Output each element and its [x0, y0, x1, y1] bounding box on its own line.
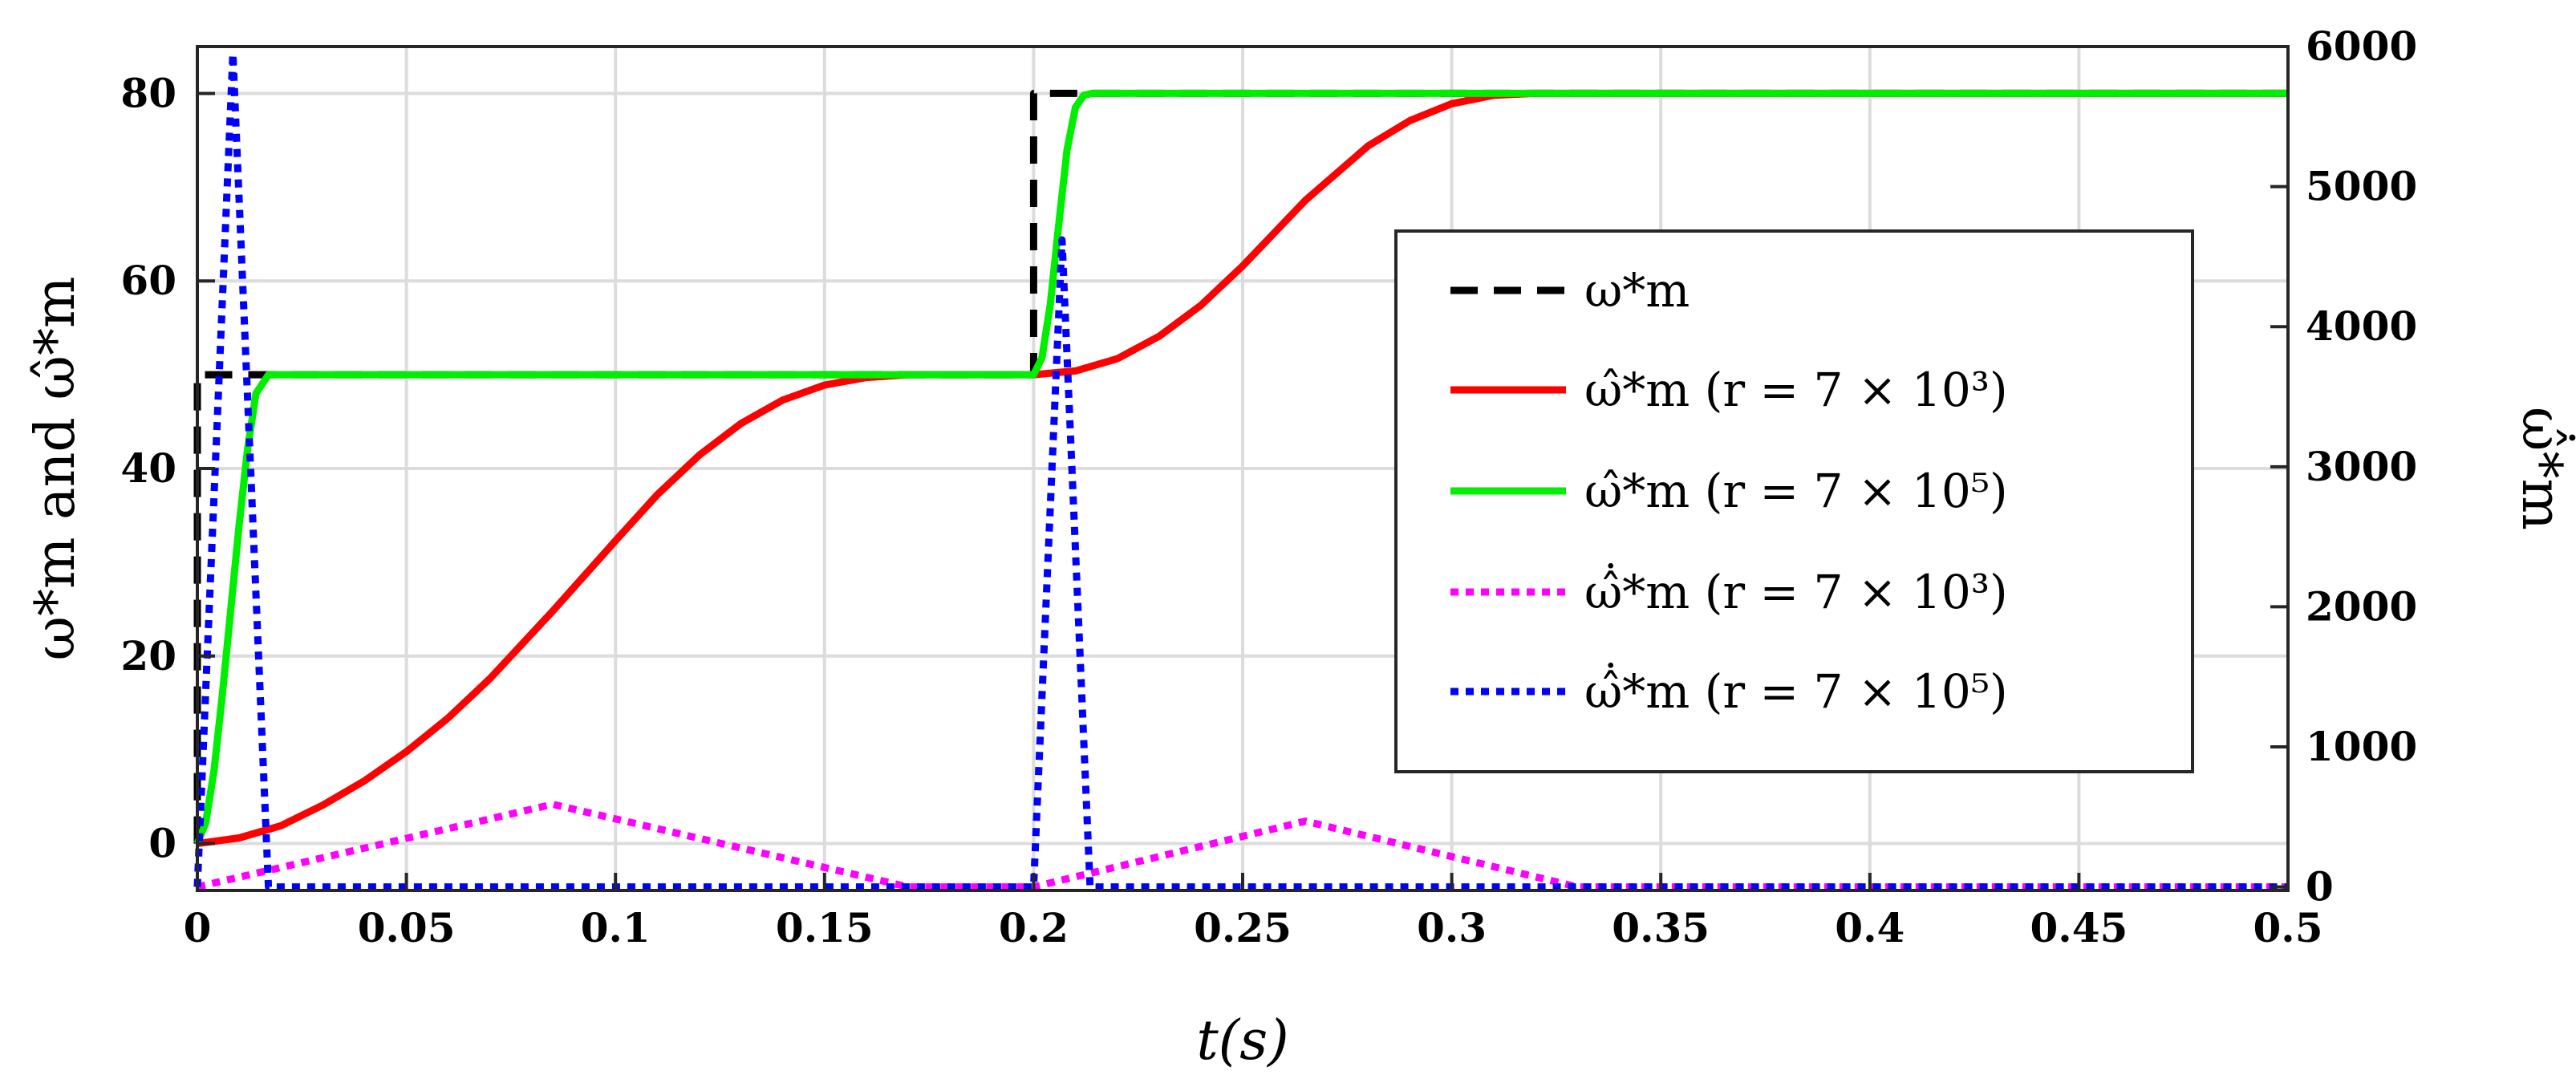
legend-label-4: ω̂̇*m (r = 7 × 10³) — [1584, 563, 2008, 619]
legend-label-3: ω̂*m (r = 7 × 10⁵) — [1584, 464, 2008, 518]
right-y-tick-label: 1000 — [2306, 723, 2417, 770]
right-y-tick-label: 3000 — [2306, 443, 2417, 490]
legend-label-2: ω̂*m (r = 7 × 10³) — [1584, 363, 2008, 417]
left-y-tick-label: 40 — [120, 444, 176, 492]
legend-label-5: ω̂̇*m (r = 7 × 10⁵) — [1584, 663, 2008, 719]
right-y-tick-label: 0 — [2306, 863, 2334, 911]
right-y-tick-label: 5000 — [2306, 163, 2417, 210]
x-tick-label: 0.05 — [358, 904, 456, 951]
x-axis-ticks: 0 0.05 0.1 0.15 0.2 0.25 0.3 0.35 0.4 0.45 0.5 — [184, 873, 2323, 951]
x-tick-label: 0.4 — [1835, 904, 1905, 951]
left-y-tick-label: 0 — [148, 820, 176, 867]
left-y-tick-label: 80 — [120, 69, 176, 116]
x-tick-label: 0.25 — [1194, 904, 1292, 951]
right-y-tick-label: 6000 — [2306, 22, 2417, 70]
x-tick-label: 0.35 — [1612, 904, 1710, 951]
left-y-tick-label: 60 — [120, 257, 176, 304]
x-tick-label: 0.1 — [581, 904, 651, 951]
x-tick-label: 0 — [184, 904, 212, 951]
left-y-axis-ticks: 0 20 40 60 80 — [120, 69, 215, 867]
right-y-tick-label: 4000 — [2306, 302, 2417, 350]
legend: ω*m ω̂*m (r = 7 × 10³) ω̂*m (r = 7 × 10⁵) ω… — [1394, 229, 2194, 773]
legend-label-1: ω*m — [1584, 263, 1690, 318]
right-y-tick-label: 2000 — [2306, 582, 2417, 630]
right-y-axis-ticks: 0 1000 2000 3000 4000 5000 6000 — [2270, 22, 2417, 911]
legend-box — [1394, 229, 2194, 773]
right-y-axis-label: ω̂̇*m — [2509, 407, 2575, 530]
left-y-axis-label: ω*m and ω̂*m — [24, 277, 87, 661]
x-axis-label: t(s) — [1196, 1009, 1288, 1073]
x-tick-label: 0.3 — [1417, 904, 1487, 951]
series-line-3 — [193, 89, 2288, 846]
left-y-tick-label: 20 — [120, 632, 176, 679]
x-tick-label: 0.5 — [2253, 904, 2323, 951]
x-tick-label: 0.45 — [2030, 904, 2128, 951]
x-tick-label: 0.2 — [999, 904, 1069, 951]
x-tick-label: 0.15 — [776, 904, 874, 951]
